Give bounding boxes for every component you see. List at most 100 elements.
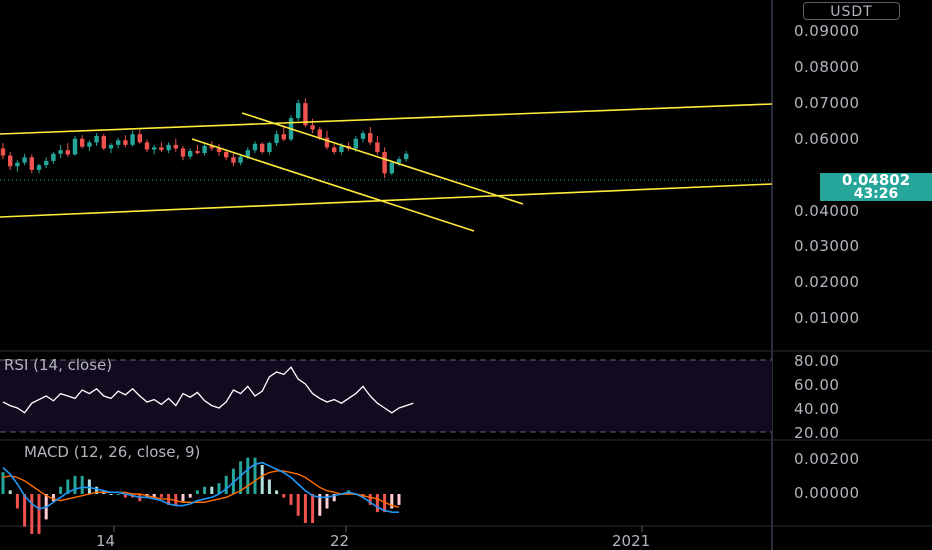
candle-body xyxy=(101,135,106,149)
macd-histogram-bar xyxy=(188,494,192,498)
macd-histogram-bar xyxy=(23,494,27,527)
macd-histogram-bar xyxy=(224,475,228,494)
candle-body xyxy=(22,157,27,163)
candle-body xyxy=(65,150,70,155)
macd-histogram-bar xyxy=(296,494,300,516)
candle-body xyxy=(188,150,193,157)
macd-histogram-bar xyxy=(116,494,120,495)
rsi-axis-label: 60.00 xyxy=(794,376,839,394)
candle-body xyxy=(224,152,229,158)
price-axis-label: 0.06000 xyxy=(794,130,860,148)
price-axis[interactable]: 0.09000 0.08000 0.07000 0.06000 0.04000 … xyxy=(794,22,860,327)
candle-body xyxy=(166,144,171,151)
price-axis-label: 0.03000 xyxy=(794,237,860,255)
macd-histogram-bar xyxy=(1,472,5,494)
candle-body xyxy=(360,133,366,139)
bar-countdown-tag: 43:26 xyxy=(820,187,932,201)
candle-body xyxy=(339,145,344,153)
candle-body xyxy=(72,138,78,155)
candle-body xyxy=(80,138,85,147)
macd-histogram-bar xyxy=(239,461,243,494)
macd-histogram-bar xyxy=(8,490,12,494)
macd-histogram-bar xyxy=(217,483,221,494)
macd-histogram-bar xyxy=(51,494,55,502)
candle-body xyxy=(152,147,157,150)
candle-body xyxy=(231,157,236,163)
candle-body xyxy=(396,159,402,163)
price-axis-label: 0.04000 xyxy=(794,202,860,220)
candle-body xyxy=(238,156,243,163)
macd-histogram-bar xyxy=(30,494,34,534)
macd-histogram-bar xyxy=(375,494,379,513)
macd-histogram-bar xyxy=(275,490,279,494)
macd-histogram-bar xyxy=(95,486,99,494)
macd-histogram-bar xyxy=(260,464,264,494)
candle-body xyxy=(317,129,322,138)
macd-histogram-bar xyxy=(181,494,185,502)
rsi-axis-label: 20.00 xyxy=(794,424,839,442)
candle-body xyxy=(0,148,6,156)
macd-histogram-bar xyxy=(383,494,387,513)
rsi-axis-label: 80.00 xyxy=(794,352,839,370)
falling-channel-upper-trendline[interactable] xyxy=(241,112,524,205)
candle-body xyxy=(389,162,394,174)
macd-histogram-bar xyxy=(203,486,207,494)
candle-body xyxy=(252,143,258,151)
macd-histogram-bar xyxy=(267,479,271,494)
macd-histogram-bar xyxy=(80,475,84,494)
candle-body xyxy=(144,142,150,150)
candle-body xyxy=(87,142,92,147)
signal-line xyxy=(2,470,400,508)
macd-histogram-bar xyxy=(66,479,70,494)
macd-histogram-bar xyxy=(318,494,322,516)
candle-body xyxy=(173,144,178,149)
candle-body xyxy=(310,125,315,130)
falling-channel-lower-trendline[interactable] xyxy=(191,138,475,232)
candle-body xyxy=(159,147,164,151)
currency-selector[interactable]: USDT xyxy=(803,2,900,20)
macd-histogram-bar xyxy=(311,494,315,524)
macd-series xyxy=(1,457,401,534)
price-axis-label: 0.02000 xyxy=(794,273,860,291)
macd-histogram-bar xyxy=(282,494,286,498)
candle-body xyxy=(180,148,186,157)
macd-histogram-bar xyxy=(174,494,178,505)
rsi-axis[interactable]: 80.00 60.00 40.00 20.00 xyxy=(794,352,839,442)
macd-histogram-bar xyxy=(15,494,19,509)
candle-body xyxy=(108,144,114,149)
channel-upper-trendline[interactable] xyxy=(0,103,773,135)
candle-body xyxy=(15,162,20,167)
macd-histogram-bar xyxy=(289,494,293,505)
candle-body xyxy=(303,103,308,126)
candle-body xyxy=(58,150,63,154)
time-axis-label: 22 xyxy=(330,532,350,550)
candle-body xyxy=(375,142,380,153)
rsi-title: RSI (14, close) xyxy=(4,356,112,374)
candle-body xyxy=(130,134,135,145)
candle-body xyxy=(123,140,128,145)
rsi-band xyxy=(0,360,772,432)
candle-body xyxy=(274,134,279,144)
candle-body xyxy=(324,137,330,148)
price-axis-label: 0.07000 xyxy=(794,94,860,112)
trendlines[interactable] xyxy=(0,103,773,232)
candle-body xyxy=(353,138,358,149)
candle-body xyxy=(281,134,286,140)
macd-histogram-bar xyxy=(37,494,41,534)
macd-histogram-bar xyxy=(390,494,394,509)
price-axis-label: 0.09000 xyxy=(794,22,860,40)
macd-histogram-bar xyxy=(246,457,250,494)
channel-lower-trendline[interactable] xyxy=(0,183,773,218)
macd-histogram-bar xyxy=(303,494,307,524)
macd-histogram-bar xyxy=(368,494,372,505)
macd-histogram-bar xyxy=(210,486,214,494)
candle-body xyxy=(195,150,200,154)
macd-axis[interactable]: 0.00200 0.00000 xyxy=(794,450,860,502)
candlestick-series xyxy=(0,98,409,179)
time-axis-label: 14 xyxy=(96,532,116,550)
macd-axis-label: 0.00200 xyxy=(794,450,860,468)
macd-histogram-bar xyxy=(397,494,401,505)
candle-body xyxy=(267,143,272,153)
macd-histogram-bar xyxy=(123,494,127,498)
